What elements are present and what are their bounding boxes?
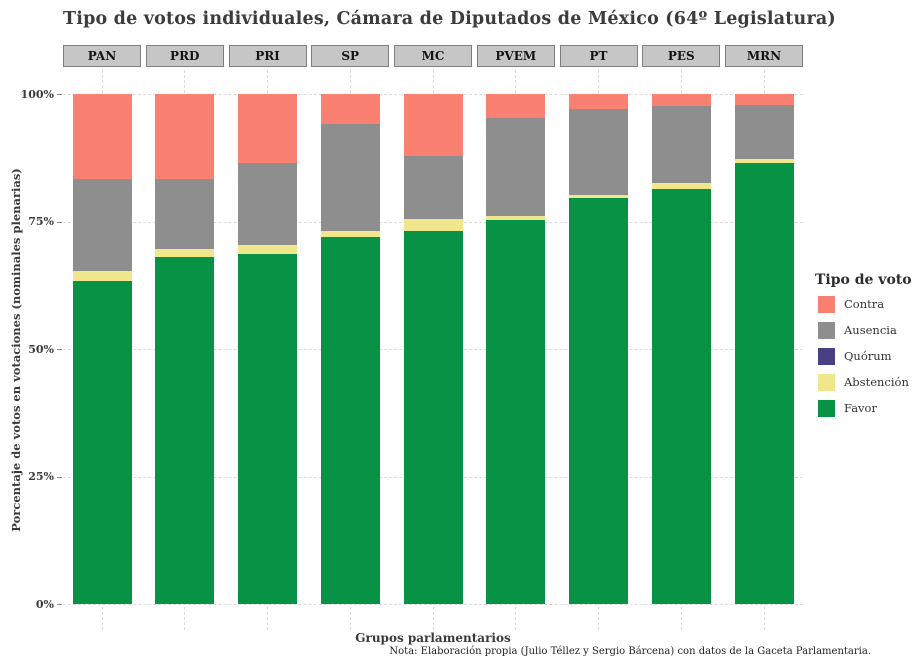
bar-pvem-abstención (486, 216, 546, 221)
legend-label: Contra (844, 297, 885, 311)
y-tick-mark (57, 349, 62, 351)
legend-key-quórum-swatch (818, 348, 835, 365)
legend-label: Abstención (844, 375, 909, 389)
y-tick-mark (57, 221, 62, 223)
bar-mrn-favor (734, 162, 794, 604)
bar-mc-favor (403, 230, 463, 604)
y-tick-mark (57, 604, 62, 605)
facet-strip-pvem: PVEM (476, 45, 555, 67)
bar-prd-contra (155, 94, 215, 180)
bar-pt-contra (569, 94, 628, 110)
legend: Tipo de voto Contra Ausencia Quórum Abstenc… (815, 272, 922, 417)
bar-pvem-favor (486, 220, 546, 604)
legend-key-contra-swatch (818, 296, 835, 313)
y-tick-mark (57, 476, 62, 478)
bar-pan-abstención (72, 270, 132, 282)
y-tick-mark (57, 94, 62, 96)
bar-pvem-contra (486, 94, 546, 119)
bar-pt-abstención (569, 195, 628, 198)
caption-note: Nota: Elaboración propia (Julio Téllez y… (389, 646, 871, 657)
bar-sp-favor (320, 237, 380, 604)
y-axis-title: Porcentaje de votos en votaciones (nomin… (9, 168, 23, 532)
bar-sp-ausencia (320, 124, 380, 231)
facet-strip-sp: SP (311, 45, 390, 67)
legend-key-abstención-swatch (818, 374, 835, 391)
bar-prd-abstención (155, 249, 215, 258)
bar-pvem-ausencia (486, 118, 546, 217)
y-tick-label: 0% (35, 597, 54, 611)
facet-strip-mc: MC (394, 45, 472, 67)
legend-key-ausencia-swatch (818, 322, 835, 339)
facet-strip-pan: PAN (63, 45, 141, 67)
facet-strip-pri: PRI (228, 45, 307, 67)
bar-pt-favor (569, 197, 628, 604)
bar-mc-abstención (403, 218, 463, 231)
y-tick-label: 100% (20, 87, 54, 101)
bar-mrn-contra (734, 94, 794, 105)
legend-label: Quórum (844, 349, 892, 363)
legend-key-favor-swatch (818, 400, 835, 417)
bar-pes-abstención (651, 182, 711, 190)
bar-prd-favor (155, 257, 215, 604)
bar-sp-contra (320, 94, 380, 125)
legend-label: Favor (844, 401, 877, 415)
facet-strip-pt: PT (559, 45, 638, 67)
x-axis-title: Grupos parlamentarios (355, 631, 511, 645)
chart-title: Tipo de votos individuales, Cámara de Di… (63, 9, 836, 29)
horizontal-gridline (63, 604, 803, 605)
y-tick-label: 25% (28, 470, 54, 484)
bar-pri-contra (238, 94, 297, 163)
bar-pri-abstención (238, 245, 297, 255)
bar-pes-favor (651, 189, 711, 604)
bar-pes-contra (651, 94, 711, 107)
legend-label: Ausencia (844, 323, 897, 337)
bar-pan-favor (72, 281, 132, 604)
bar-pan-contra (72, 94, 132, 180)
facet-strip-pes: PES (642, 45, 721, 67)
legend-title: Tipo de voto (815, 272, 912, 288)
bar-pri-ausencia (238, 162, 297, 246)
bar-prd-ausencia (155, 179, 215, 250)
bar-mc-contra (403, 94, 463, 157)
y-tick-label: 50% (28, 342, 54, 356)
facet-strip-prd: PRD (145, 45, 224, 67)
bar-mrn-ausencia (734, 105, 794, 159)
y-tick-label: 75% (28, 215, 54, 229)
bar-sp-abstención (320, 230, 380, 237)
bar-mrn-abstención (734, 158, 794, 163)
bar-pt-ausencia (569, 109, 628, 196)
facet-strip-mrn: MRN (725, 45, 803, 67)
bar-mc-ausencia (403, 156, 463, 219)
bar-pan-ausencia (72, 179, 132, 271)
bar-pes-ausencia (651, 106, 711, 183)
bar-pri-favor (238, 254, 297, 604)
